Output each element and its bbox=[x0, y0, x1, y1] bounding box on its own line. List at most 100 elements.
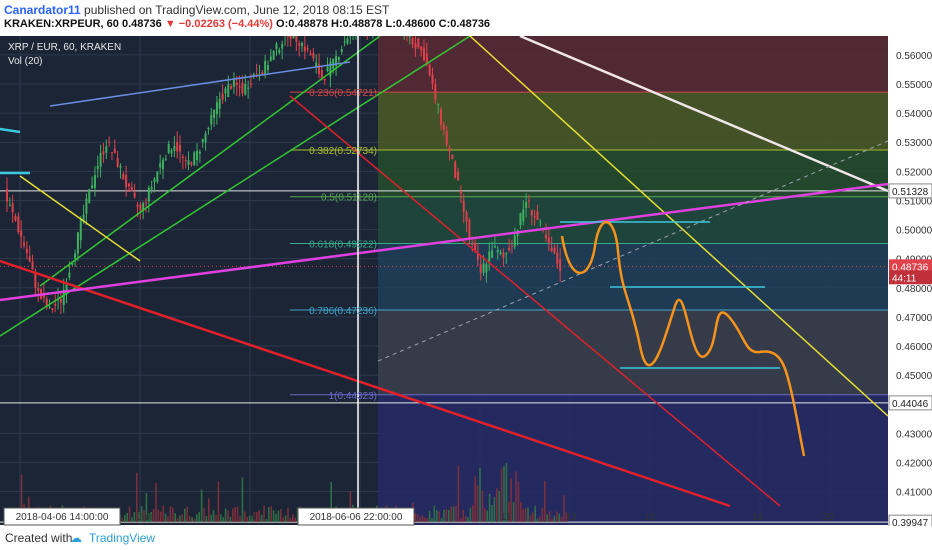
candle-body bbox=[298, 43, 301, 46]
volume-bar bbox=[462, 509, 464, 522]
candle-body bbox=[110, 152, 113, 154]
volume-bar bbox=[196, 514, 198, 522]
price-chart[interactable]: 0.236(0.54721) 0.382(0.52734) 0.5(0.51128)… bbox=[0, 36, 932, 526]
fib-label: 0.236(0.54721) bbox=[309, 88, 377, 99]
volume-bar bbox=[272, 510, 275, 522]
price-label: 0.44046 bbox=[892, 399, 929, 410]
author-link[interactable]: Canardator11 bbox=[4, 3, 81, 17]
volume-bar bbox=[548, 511, 551, 522]
volume-bar bbox=[294, 517, 296, 522]
candle-body bbox=[139, 204, 142, 211]
volume-bar bbox=[203, 507, 205, 522]
volume-bar bbox=[186, 506, 188, 522]
candle-body bbox=[147, 187, 150, 202]
candle-body bbox=[510, 245, 513, 247]
volume-bar bbox=[256, 512, 258, 522]
price-change: ▼ −0.02263 (−4.44%) bbox=[164, 18, 273, 30]
candle-body bbox=[301, 43, 304, 47]
candle-body bbox=[255, 74, 258, 76]
candle-body bbox=[167, 144, 170, 153]
volume-bar bbox=[424, 517, 426, 522]
volume-bar bbox=[126, 512, 128, 522]
candle-body bbox=[181, 156, 184, 158]
candle-body bbox=[440, 109, 443, 125]
candle-body bbox=[170, 150, 173, 154]
candle-body bbox=[275, 43, 278, 50]
time-axis[interactable]: 2018-04-06 14:00:00 Jun 4 2018-06-06 22:00:… bbox=[3, 507, 834, 526]
price-tick-label: 0.50000 bbox=[896, 226, 932, 237]
volume-bar bbox=[145, 492, 148, 522]
time-tick-label: 18 bbox=[752, 512, 764, 523]
candle-body bbox=[162, 159, 165, 170]
candle-body bbox=[247, 87, 250, 89]
candle-body bbox=[25, 248, 28, 254]
volume-bar bbox=[131, 517, 133, 522]
volume-bar bbox=[563, 495, 565, 522]
candle-body bbox=[539, 221, 542, 223]
candle-body bbox=[173, 145, 176, 151]
volume-bar bbox=[498, 490, 500, 522]
volume-bar bbox=[484, 508, 486, 522]
time-tick-label: 4 bbox=[250, 512, 256, 523]
volume-bar bbox=[148, 513, 150, 522]
price-tick-label: 0.46000 bbox=[896, 342, 932, 353]
candle-body bbox=[533, 216, 536, 218]
cyan-segment bbox=[0, 127, 21, 134]
candle-body bbox=[544, 234, 547, 239]
volume-bar bbox=[476, 485, 479, 522]
volume-bar bbox=[251, 515, 253, 522]
volume-bar bbox=[455, 505, 457, 522]
volume-bar bbox=[198, 512, 200, 522]
volume-bar bbox=[287, 507, 289, 522]
volume-bar bbox=[546, 514, 548, 522]
price-label: 0.48736 bbox=[892, 262, 929, 273]
volume-bar bbox=[512, 502, 515, 522]
candle-body bbox=[431, 74, 434, 84]
volume-bar bbox=[172, 507, 174, 522]
volume-bar bbox=[330, 481, 332, 522]
candle-body bbox=[153, 178, 156, 183]
candle-body bbox=[232, 79, 235, 87]
volume-bar bbox=[191, 517, 193, 522]
candle-body bbox=[252, 74, 255, 76]
candle-body bbox=[238, 86, 241, 88]
volume-bar bbox=[520, 501, 522, 522]
time-tick-label: 2018-06-06 22:00:00 bbox=[310, 512, 403, 523]
volume-bar bbox=[438, 511, 440, 522]
tradingview-link[interactable]: TradingView bbox=[89, 531, 156, 545]
candle-body bbox=[37, 287, 40, 291]
volume-bar bbox=[162, 505, 164, 522]
candle-body bbox=[213, 109, 216, 118]
fib-label: 0.5(0.51128) bbox=[321, 193, 377, 204]
fib-labels: 0.236(0.54721) 0.382(0.52734) 0.5(0.51128)… bbox=[309, 88, 377, 402]
price-tick-label: 0.51000 bbox=[896, 196, 932, 207]
volume-bar bbox=[268, 507, 270, 522]
volume-bar bbox=[452, 506, 455, 522]
volume-bar bbox=[212, 510, 215, 522]
candle-body bbox=[65, 284, 68, 295]
candle-body bbox=[31, 261, 34, 270]
price-tick-label: 0.43000 bbox=[896, 429, 932, 440]
volume-bar bbox=[282, 517, 284, 522]
candle-body bbox=[323, 78, 326, 81]
volume-bar bbox=[157, 509, 160, 522]
candle-body bbox=[309, 53, 312, 56]
tradingview-logo-icon[interactable]: ☁ bbox=[70, 531, 82, 545]
candle-body bbox=[193, 152, 196, 165]
volume-bar bbox=[534, 505, 536, 522]
candle-body bbox=[485, 264, 488, 273]
candle-body bbox=[93, 175, 96, 188]
candle-body bbox=[474, 242, 477, 252]
time-tick-label: 15 bbox=[644, 512, 656, 523]
candle-body bbox=[266, 65, 269, 70]
candle-body bbox=[437, 103, 440, 105]
volume-bar bbox=[428, 510, 431, 522]
price-axis[interactable]: 0.56000 0.55000 0.54000 0.53000 0.52000 0.510… bbox=[888, 51, 932, 526]
volume-bar bbox=[556, 511, 558, 522]
volume-bar bbox=[229, 517, 232, 522]
volume-bar bbox=[474, 476, 476, 522]
candle-body bbox=[329, 61, 332, 77]
candle-body bbox=[82, 214, 85, 222]
price-label-box bbox=[888, 183, 932, 199]
candle-body bbox=[196, 150, 199, 161]
